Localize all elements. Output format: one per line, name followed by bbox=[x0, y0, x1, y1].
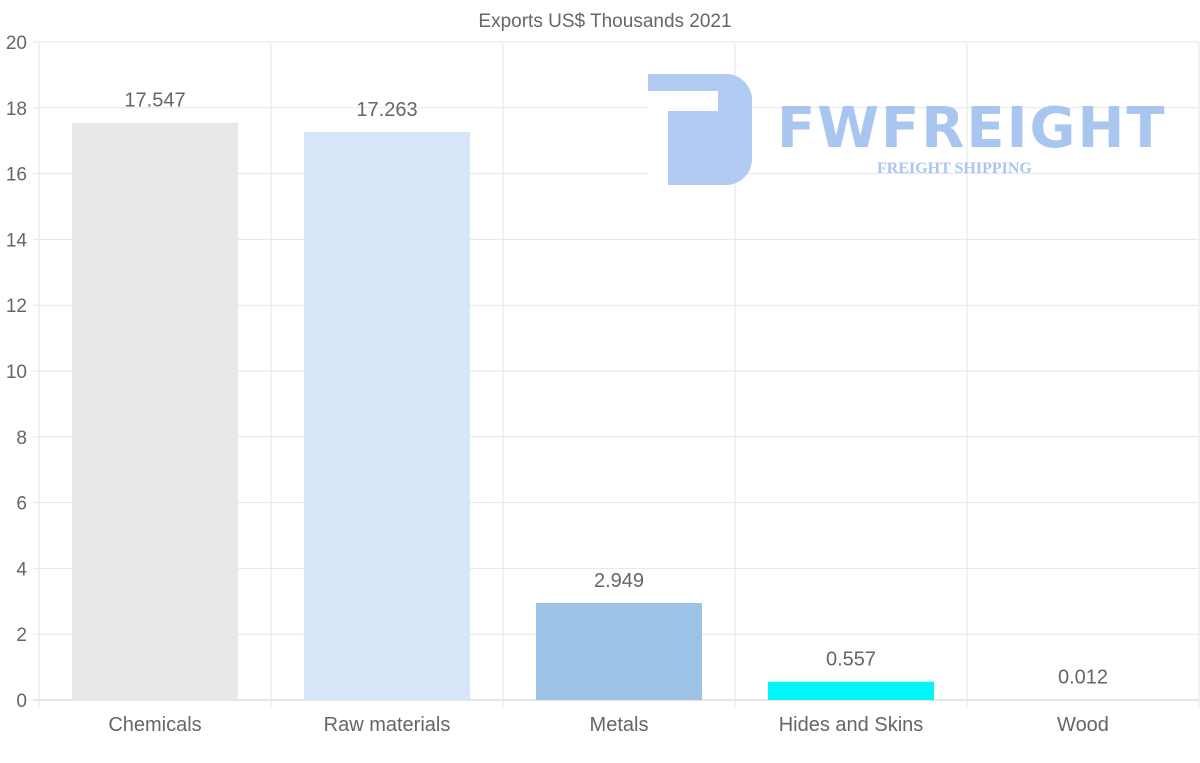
x-tick-label: Metals bbox=[590, 714, 649, 736]
bar-hides-and-skins[interactable] bbox=[768, 681, 934, 700]
y-tick-label: 0 bbox=[16, 691, 27, 712]
x-tick-label: Chemicals bbox=[108, 714, 201, 736]
y-tick-label: 14 bbox=[6, 230, 28, 251]
y-tick-label: 10 bbox=[6, 362, 27, 383]
y-tick-label: 2 bbox=[16, 625, 27, 646]
bar-value-label: 17.263 bbox=[356, 99, 417, 121]
x-tick-label: Hides and Skins bbox=[779, 714, 924, 736]
y-tick-label: 4 bbox=[16, 559, 27, 580]
y-tick-label: 6 bbox=[16, 494, 27, 515]
bar-chemicals[interactable] bbox=[72, 122, 238, 701]
bar-value-label: 0.557 bbox=[826, 649, 876, 671]
x-tick-label: Wood bbox=[1057, 714, 1109, 736]
y-tick-label: 8 bbox=[16, 428, 27, 449]
bar-metals[interactable] bbox=[536, 602, 702, 700]
y-tick-label: 20 bbox=[6, 33, 27, 54]
bar-value-label: 17.547 bbox=[124, 90, 185, 112]
y-tick-label: 12 bbox=[6, 296, 27, 317]
y-tick-label: 16 bbox=[6, 165, 27, 186]
chart-title: Exports US$ Thousands 2021 bbox=[478, 11, 731, 32]
y-tick-label: 18 bbox=[6, 99, 27, 120]
bar-raw-materials[interactable] bbox=[304, 132, 470, 700]
bar-wood[interactable] bbox=[1000, 699, 1166, 701]
bar-value-label: 2.949 bbox=[594, 570, 644, 592]
x-tick-label: Raw materials bbox=[324, 714, 451, 736]
bar-value-label: 0.012 bbox=[1058, 667, 1108, 689]
